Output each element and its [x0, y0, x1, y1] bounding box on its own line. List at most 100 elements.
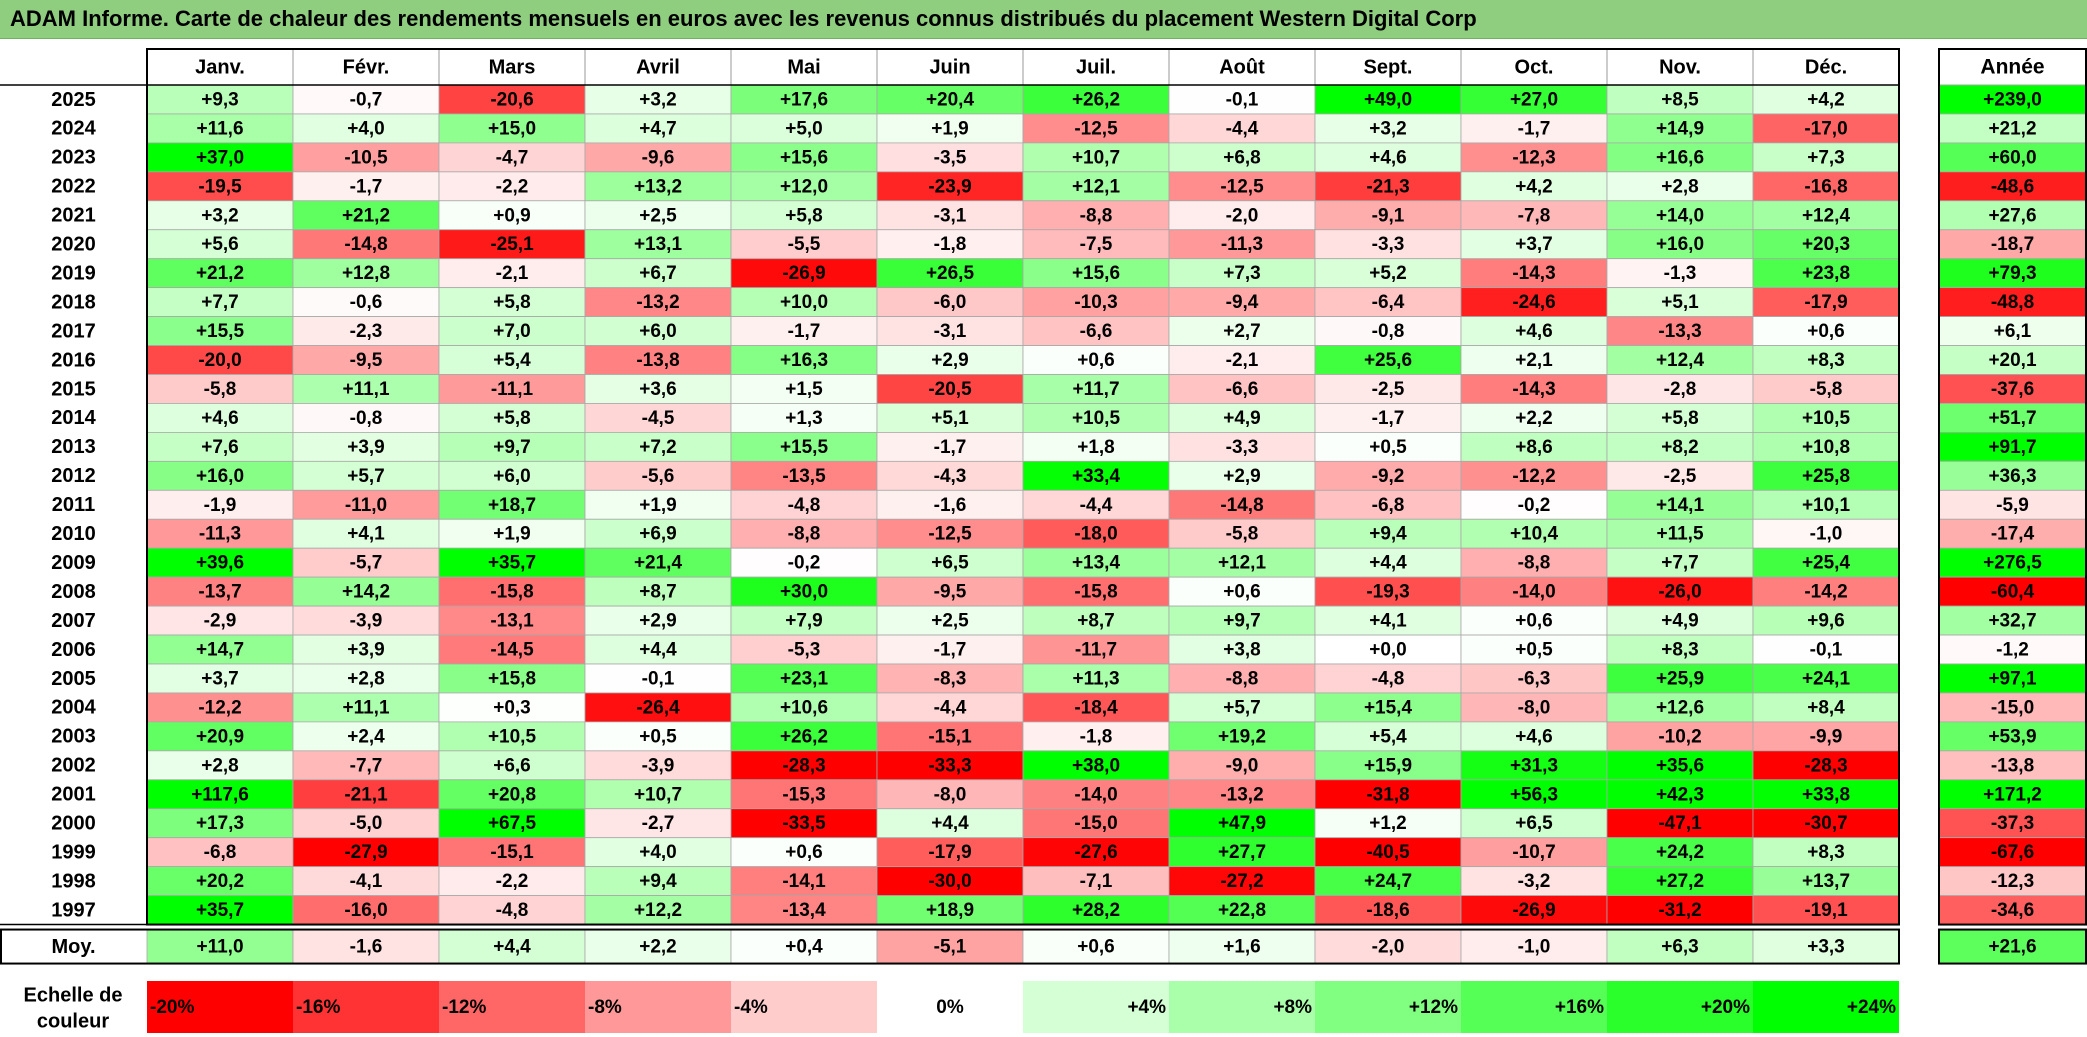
heat-cell-value: +0,9 — [493, 205, 531, 226]
heat-cell — [1460, 258, 1608, 289]
heat-cell — [438, 229, 586, 260]
heat-cell-value: +8,7 — [639, 582, 677, 603]
annual-cell-value: -60,4 — [1991, 582, 2035, 603]
month-header-label: Juin — [929, 56, 970, 78]
heat-cell — [146, 316, 294, 346]
heat-cell — [1022, 403, 1170, 433]
heat-cell-value: -3,2 — [1518, 871, 1551, 892]
year-cell — [0, 345, 147, 375]
heat-cell — [584, 692, 732, 723]
heat-cell — [876, 692, 1024, 723]
heat-cell — [1022, 84, 1170, 115]
heat-cell-value: -10,2 — [1658, 726, 1701, 747]
heat-cell-value: -2,1 — [1226, 350, 1259, 371]
heat-cell — [1606, 779, 1754, 810]
heat-cell-value: +4,2 — [1807, 89, 1845, 110]
annual-cell — [1938, 460, 2087, 491]
heat-cell — [876, 345, 1024, 375]
annual-cell-value: -48,6 — [1991, 176, 2034, 197]
year-label: 2023 — [51, 147, 96, 169]
heat-cell — [876, 518, 1024, 549]
heat-cell — [1168, 576, 1316, 607]
heat-cell — [1314, 721, 1462, 752]
heat-cell — [292, 229, 440, 260]
heat-cell — [876, 229, 1024, 260]
average-cell-value: +11,0 — [196, 937, 243, 958]
heat-cell-value: +3,2 — [201, 205, 239, 226]
heat-cell — [1314, 431, 1462, 462]
heat-cell — [1752, 808, 1900, 839]
heat-cell-value: -10,7 — [1512, 842, 1555, 863]
scale-swatch — [1023, 981, 1169, 1033]
heat-cell-value: -13,3 — [1658, 321, 1701, 342]
month-header-label: Avril — [636, 56, 680, 78]
heat-cell-value: +1,3 — [785, 408, 823, 429]
heat-cell — [292, 403, 440, 433]
heat-cell — [292, 171, 440, 202]
year-cell — [0, 635, 147, 664]
heat-cell-value: +14,2 — [342, 582, 390, 603]
average-cell — [438, 929, 586, 964]
heat-cell-value: +9,4 — [639, 871, 677, 892]
average-row-border — [0, 928, 1900, 965]
average-cell — [1606, 929, 1754, 964]
heat-cell-value: +2,9 — [1223, 466, 1261, 487]
year-label: 2012 — [51, 465, 96, 487]
heat-cell-value: +24,2 — [1656, 842, 1704, 863]
heat-cell-value: +18,7 — [488, 495, 536, 516]
heat-cell — [146, 721, 294, 752]
year-cell — [0, 461, 147, 491]
heat-cell — [1752, 142, 1900, 173]
average-cell-value: +1,6 — [1223, 937, 1261, 958]
annual-cell — [1938, 547, 2087, 578]
heat-cell — [730, 113, 878, 144]
heat-cell-value: -8,8 — [788, 524, 821, 545]
average-cell-value: -1,0 — [1518, 937, 1551, 958]
heat-cell-value: -13,2 — [1220, 784, 1263, 805]
annual-cell-value: +27,6 — [1988, 205, 2036, 226]
heat-cell-value: -12,2 — [1512, 466, 1555, 487]
scale-step-label: -12% — [442, 997, 486, 1018]
heat-cell — [1752, 431, 1900, 462]
annual-cell-value: +36,3 — [1988, 466, 2036, 487]
annual-cell-value: -37,6 — [1991, 379, 2034, 400]
heat-cell — [1606, 345, 1754, 375]
heat-cell — [1314, 663, 1462, 694]
heat-cell — [438, 547, 586, 578]
year-label: 1999 — [51, 841, 96, 863]
heat-cell-value: +5,7 — [347, 466, 385, 487]
heat-cell-value: +5,8 — [785, 205, 823, 226]
scale-step-label: 0% — [936, 997, 964, 1018]
heat-cell-value: +5,4 — [1369, 726, 1407, 747]
title-bar: ADAM Informe. Carte de chaleur des rende… — [0, 0, 2087, 39]
heat-cell-value: +2,1 — [1515, 350, 1553, 371]
heat-cell-value: +12,4 — [1802, 205, 1851, 226]
heat-cell — [730, 837, 878, 868]
heat-cell-value: +4,9 — [1661, 611, 1699, 632]
year-cell — [0, 779, 147, 809]
heat-cell-value: -26,0 — [1658, 582, 1701, 603]
heat-cell-value: -1,8 — [934, 234, 967, 255]
heat-cell — [584, 403, 732, 433]
heat-cell — [292, 460, 440, 491]
heat-cell-value: -18,0 — [1074, 524, 1117, 545]
year-cell — [0, 403, 147, 433]
heat-cell-value: +16,0 — [196, 466, 244, 487]
year-cell — [0, 113, 147, 143]
heat-cell-value: +9,4 — [1369, 524, 1407, 545]
heat-cell-value: +30,0 — [780, 582, 828, 603]
heat-cell — [584, 200, 732, 231]
heat-cell-value: -14,0 — [1074, 784, 1117, 805]
heat-cell-value: -20,0 — [198, 350, 241, 371]
annual-cell-value: -18,7 — [1991, 234, 2034, 255]
heat-cell — [876, 750, 1024, 781]
heat-cell-value: -8,3 — [934, 668, 967, 689]
heat-cell — [1460, 142, 1608, 173]
heat-cell — [1022, 663, 1170, 694]
heat-cell-value: -15,0 — [1074, 813, 1117, 834]
heat-cell-value: -1,9 — [204, 495, 237, 516]
heat-cell — [292, 84, 440, 115]
heat-cell — [1314, 518, 1462, 549]
heat-cell — [1168, 258, 1316, 289]
scale-step-label: +24% — [1847, 997, 1896, 1018]
